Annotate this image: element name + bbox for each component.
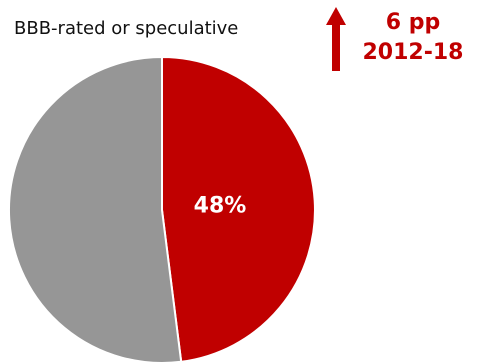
annotation-line-2: 2012-18 — [362, 40, 464, 65]
pie-slice-1 — [8, 55, 183, 364]
up-arrow-icon — [326, 7, 346, 71]
pie-slice-label-0: 48% — [194, 193, 247, 218]
annotation-line-1: 6 pp — [385, 10, 441, 35]
change-annotation: 6 pp 2012-18 — [352, 8, 474, 68]
chart-title: BBB-rated or speculative — [14, 18, 239, 39]
pie-slice-0 — [161, 55, 316, 363]
